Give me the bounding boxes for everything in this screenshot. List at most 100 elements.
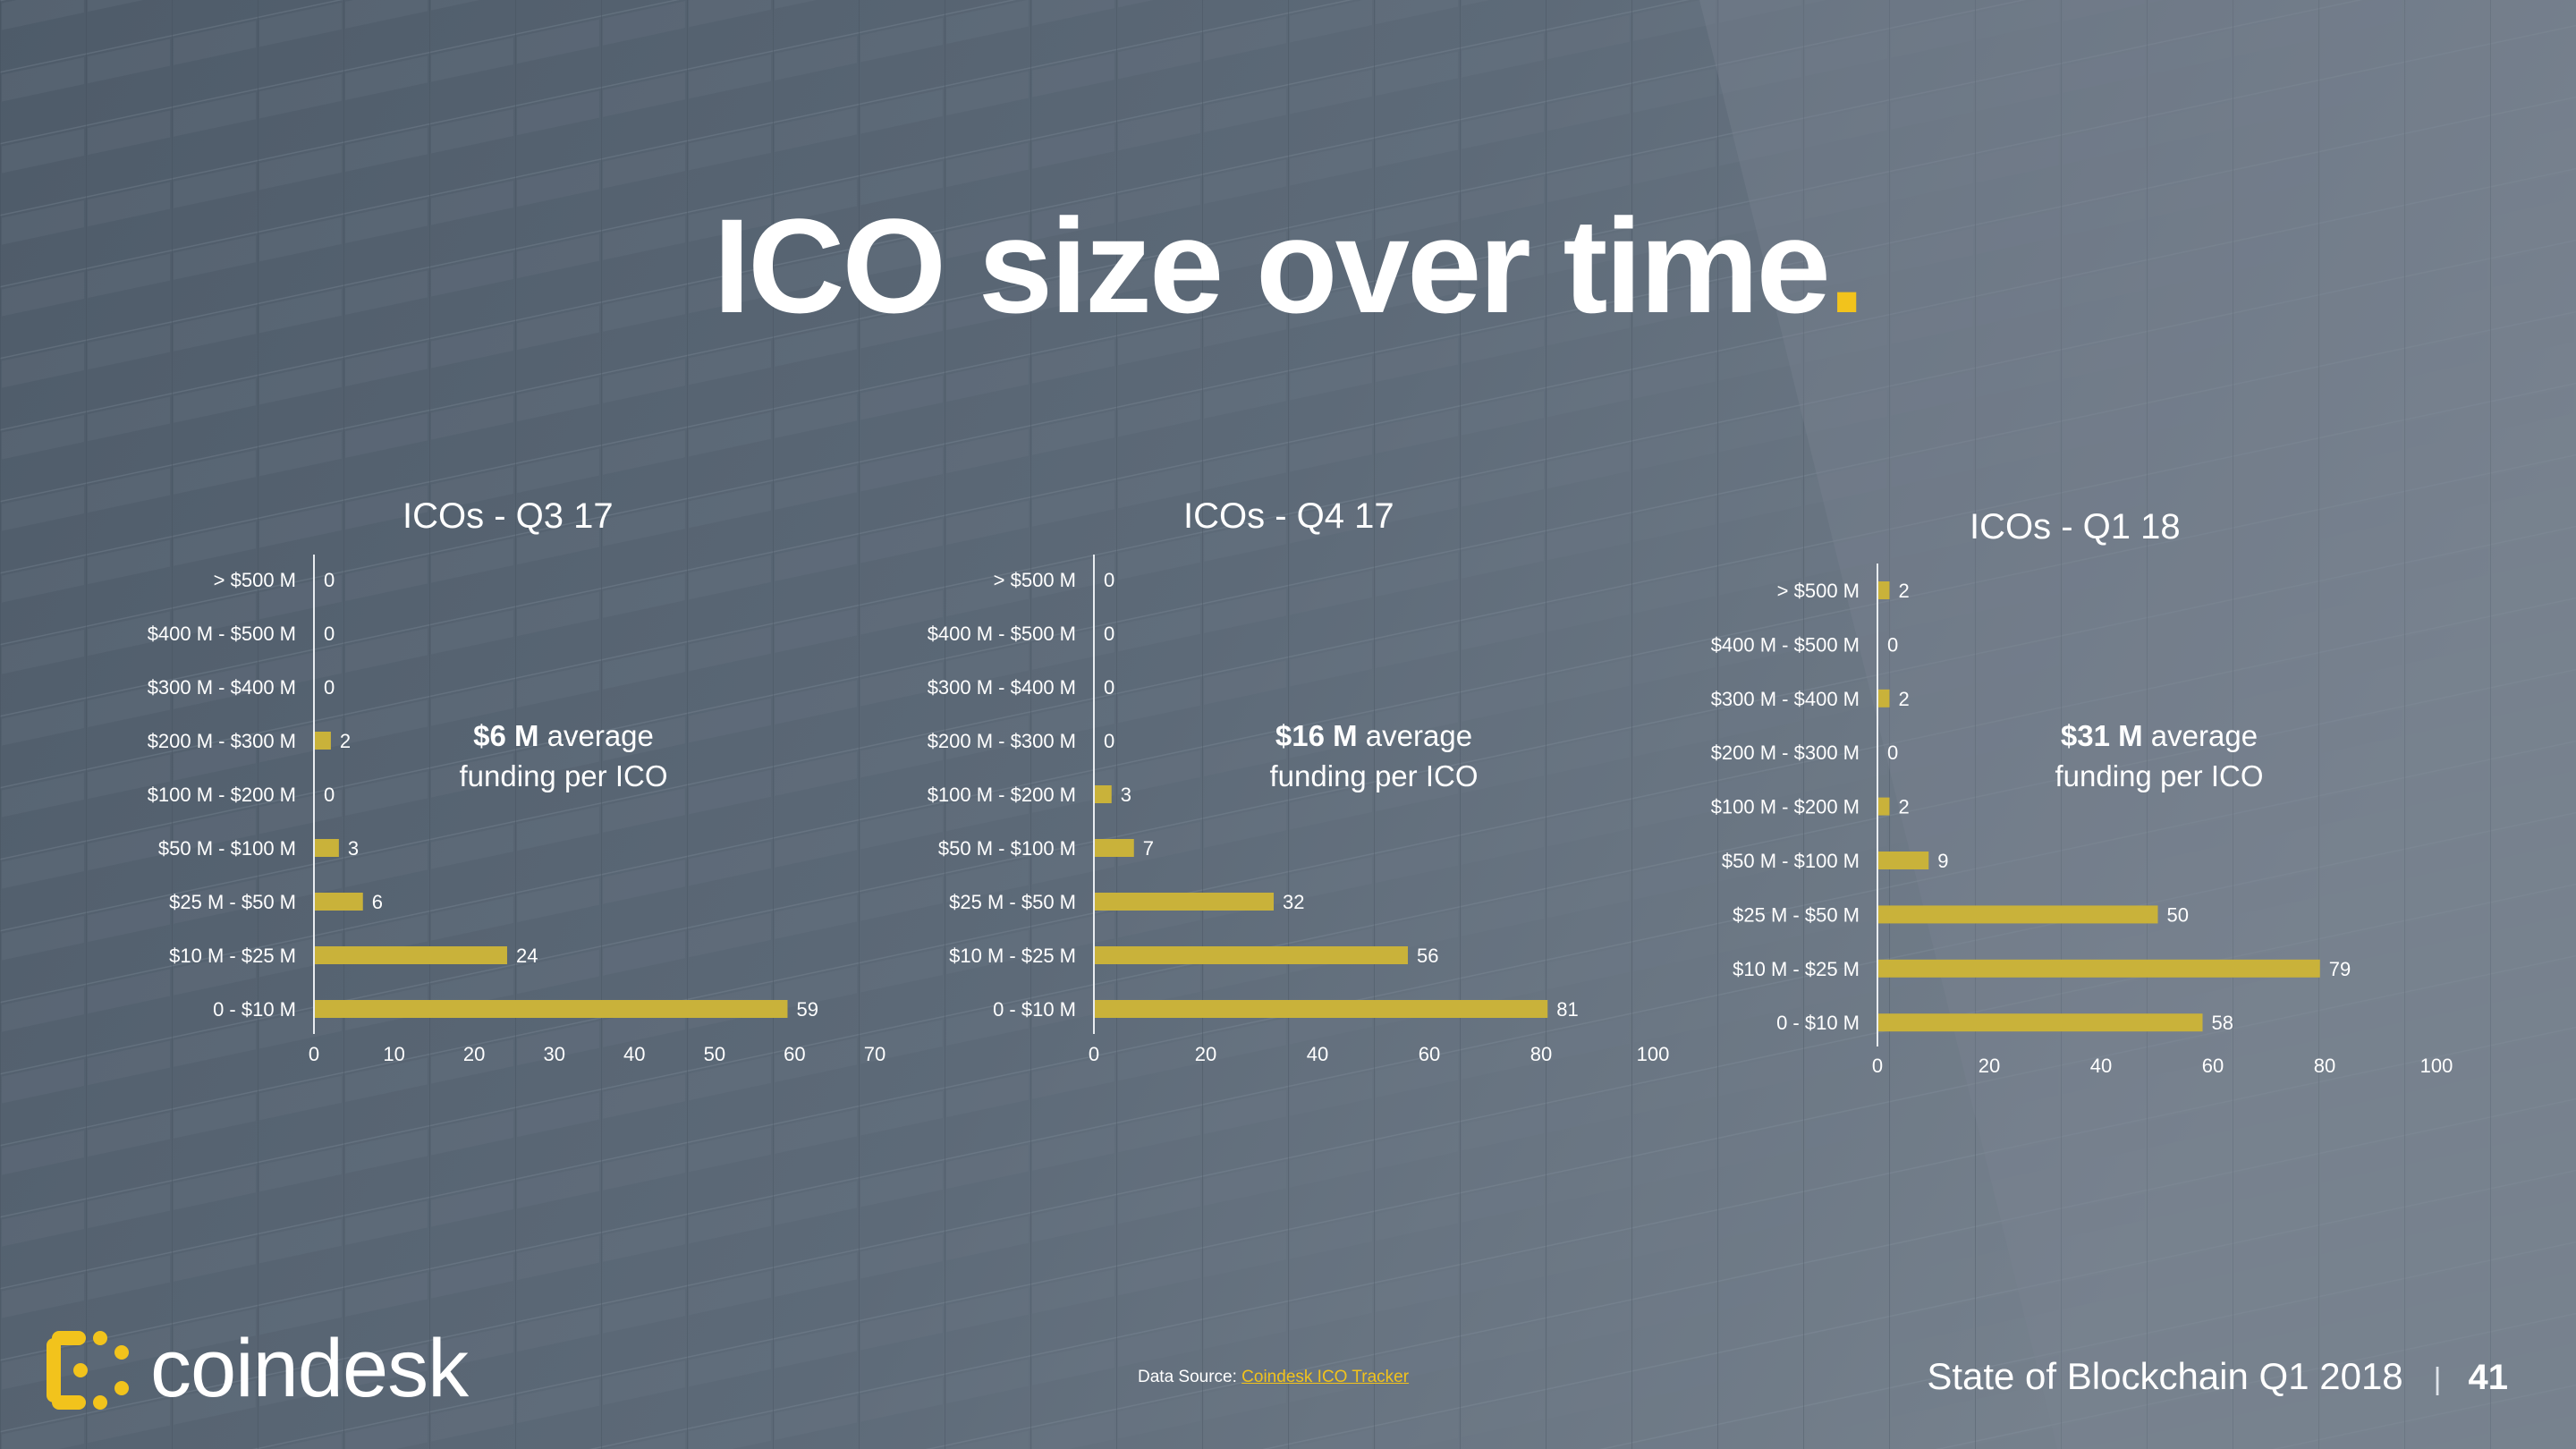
page-number: 41 bbox=[2468, 1358, 2509, 1397]
bar bbox=[1878, 581, 1890, 599]
x-tick-label: 40 bbox=[1307, 1043, 1328, 1065]
x-tick-label: 80 bbox=[2314, 1055, 2335, 1077]
x-tick-label: 0 bbox=[309, 1043, 319, 1065]
title-dot: . bbox=[1827, 191, 1866, 341]
x-tick-label: 0 bbox=[1872, 1055, 1883, 1077]
value-label: 0 bbox=[1104, 676, 1114, 699]
value-label: 0 bbox=[1104, 623, 1114, 645]
category-label: $10 M - $25 M bbox=[169, 945, 296, 967]
category-label: $400 M - $500 M bbox=[928, 623, 1076, 645]
value-label: 81 bbox=[1556, 998, 1578, 1021]
category-label: $50 M - $100 M bbox=[938, 837, 1076, 860]
category-label: $25 M - $50 M bbox=[1733, 903, 1860, 926]
x-tick-label: 40 bbox=[2090, 1055, 2112, 1077]
category-label: $100 M - $200 M bbox=[928, 784, 1076, 806]
chart-title-q3-17: ICOs - Q3 17 bbox=[402, 496, 614, 536]
avg-funding-caption: funding per ICO bbox=[1269, 759, 1479, 792]
x-tick-label: 100 bbox=[1637, 1043, 1670, 1065]
value-label: 0 bbox=[1104, 730, 1114, 752]
bar bbox=[1095, 839, 1134, 857]
value-label: 2 bbox=[340, 730, 351, 752]
x-tick-label: 60 bbox=[2202, 1055, 2224, 1077]
page-title-text: ICO size over time bbox=[713, 191, 1830, 341]
bar bbox=[315, 893, 363, 911]
category-label: $50 M - $100 M bbox=[158, 837, 296, 860]
chart-0: > $500 M 0 $400 M - $500 M 0 $300 M - $400 M… bbox=[148, 555, 886, 1065]
x-tick-label: 80 bbox=[1530, 1043, 1552, 1065]
footer-separator: | bbox=[2433, 1362, 2442, 1396]
bar bbox=[315, 946, 507, 964]
value-label: 59 bbox=[796, 998, 818, 1021]
bar bbox=[315, 839, 339, 857]
value-label: 2 bbox=[1899, 688, 1910, 710]
chart-title-q1-18: ICOs - Q1 18 bbox=[1970, 507, 2181, 547]
value-label: 6 bbox=[372, 891, 383, 913]
value-label: 0 bbox=[1104, 569, 1114, 591]
x-tick-label: 70 bbox=[864, 1043, 886, 1065]
category-label: $300 M - $400 M bbox=[148, 676, 296, 699]
bar bbox=[1878, 689, 1890, 708]
value-label: 0 bbox=[1887, 741, 1898, 764]
value-label: 2 bbox=[1899, 580, 1910, 602]
category-label: 0 - $10 M bbox=[213, 998, 296, 1021]
bar bbox=[1095, 893, 1274, 911]
x-tick-label: 20 bbox=[463, 1043, 485, 1065]
value-label: 0 bbox=[324, 569, 335, 591]
value-label: 58 bbox=[2212, 1012, 2233, 1034]
data-source: Data Source: Coindesk ICO Tracker bbox=[1138, 1367, 1409, 1388]
category-label: $10 M - $25 M bbox=[1733, 958, 1860, 980]
avg-funding-label: average bbox=[2142, 719, 2258, 752]
value-label: 24 bbox=[516, 945, 538, 967]
avg-funding-value: $31 M bbox=[2060, 719, 2143, 752]
value-label: 2 bbox=[1899, 796, 1910, 818]
report-name: State of Blockchain Q1 2018 bbox=[1927, 1355, 2403, 1397]
category-label: $50 M - $100 M bbox=[1722, 850, 1860, 872]
x-tick-label: 20 bbox=[1195, 1043, 1216, 1065]
x-tick-label: 60 bbox=[784, 1043, 805, 1065]
bar bbox=[1878, 905, 2158, 924]
category-label: > $500 M bbox=[1777, 580, 1860, 602]
value-label: 7 bbox=[1143, 837, 1154, 860]
bar bbox=[1878, 852, 1929, 869]
value-label: 56 bbox=[1417, 945, 1438, 967]
value-label: 0 bbox=[324, 676, 335, 699]
x-tick-label: 40 bbox=[623, 1043, 645, 1065]
bar bbox=[1095, 785, 1112, 803]
chart-2: > $500 M 2 $400 M - $500 M 0 $300 M - $400 M… bbox=[1711, 564, 2453, 1077]
data-source-link[interactable]: Coindesk ICO Tracker bbox=[1241, 1368, 1410, 1386]
x-tick-label: 10 bbox=[383, 1043, 404, 1065]
avg-funding-label: average bbox=[1357, 719, 1473, 752]
value-label: 50 bbox=[2167, 903, 2189, 926]
category-label: 0 - $10 M bbox=[1776, 1012, 1860, 1034]
avg-funding-q4-17: $16 M average funding per ICO bbox=[1186, 716, 1562, 796]
bar bbox=[1095, 946, 1408, 964]
category-label: $300 M - $400 M bbox=[928, 676, 1076, 699]
bar bbox=[315, 1000, 788, 1018]
value-label: 0 bbox=[324, 784, 335, 806]
coindesk-logo-text[interactable]: coindesk bbox=[150, 1323, 469, 1414]
bar bbox=[1878, 1013, 2203, 1032]
category-label: $200 M - $300 M bbox=[1711, 741, 1860, 764]
category-label: $400 M - $500 M bbox=[148, 623, 296, 645]
category-label: 0 - $10 M bbox=[993, 998, 1076, 1021]
category-label: $100 M - $200 M bbox=[148, 784, 296, 806]
bar bbox=[1878, 797, 1890, 816]
x-tick-label: 0 bbox=[1089, 1043, 1099, 1065]
footer: State of Blockchain Q1 2018 | 41 bbox=[1927, 1352, 2508, 1403]
category-label: $25 M - $50 M bbox=[169, 891, 296, 913]
avg-funding-caption: funding per ICO bbox=[459, 759, 668, 792]
avg-funding-label: average bbox=[538, 719, 654, 752]
avg-funding-q3-17: $6 M average funding per ICO bbox=[376, 716, 751, 796]
value-label: 3 bbox=[348, 837, 359, 860]
avg-funding-value: $6 M bbox=[473, 719, 539, 752]
avg-funding-value: $16 M bbox=[1275, 719, 1358, 752]
x-tick-label: 100 bbox=[2420, 1055, 2453, 1077]
bar bbox=[1878, 959, 2320, 978]
coindesk-logo-icon[interactable] bbox=[45, 1326, 134, 1415]
x-tick-label: 50 bbox=[704, 1043, 725, 1065]
chart-title-q4-17: ICOs - Q4 17 bbox=[1183, 496, 1394, 536]
x-tick-label: 30 bbox=[543, 1043, 564, 1065]
avg-funding-q1-18: $31 M average funding per ICO bbox=[1971, 716, 2347, 796]
